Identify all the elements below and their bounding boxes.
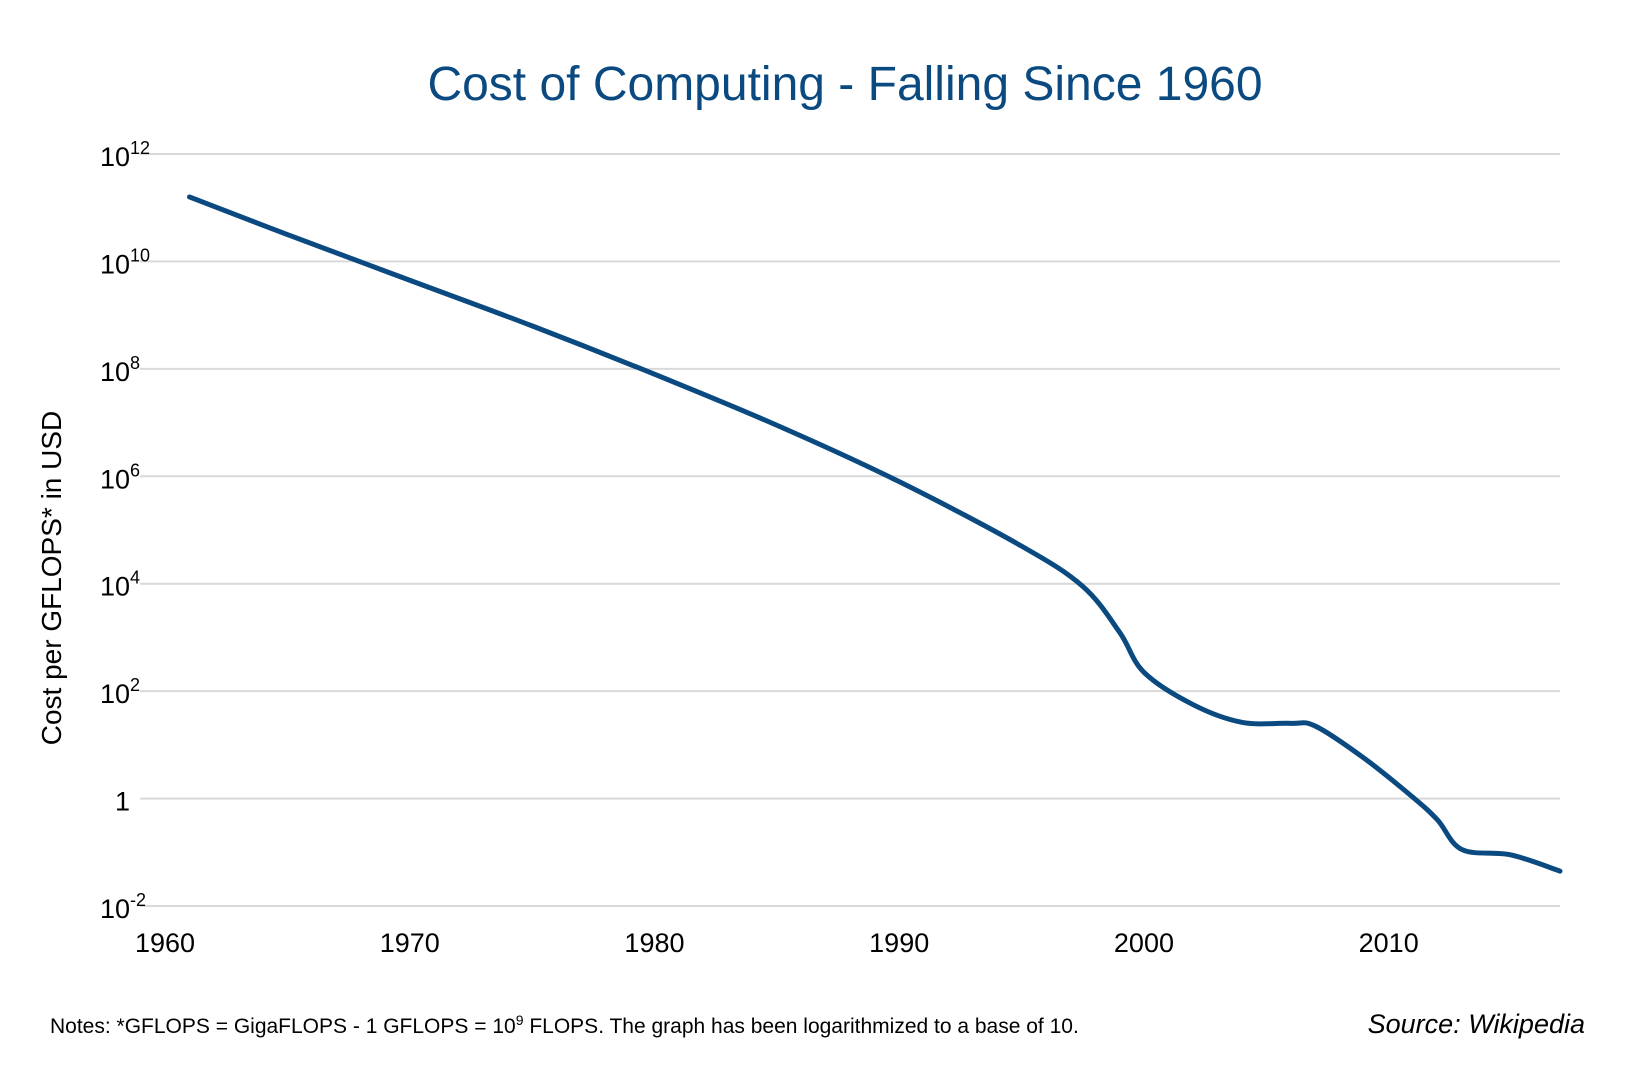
x-tick-label: 1980 <box>624 928 684 958</box>
footnote-exponent: 9 <box>515 1012 524 1028</box>
x-tick-label: 1990 <box>869 928 929 958</box>
footnote-suffix: FLOPS. The graph has been logarithmized … <box>523 1015 1079 1038</box>
series-line <box>186 194 1563 874</box>
y-tick-label: 102 <box>100 675 140 709</box>
y-tick-label: 1 <box>115 787 130 817</box>
footnote: Notes: *GFLOPS = GigaFLOPS - 1 GFLOPS = … <box>50 1012 1079 1039</box>
chart-title: Cost of Computing - Falling Since 1960 <box>427 58 1262 111</box>
x-tick-label: 2010 <box>1359 928 1419 958</box>
y-tick-label: 1010 <box>100 245 150 279</box>
y-tick-label: 108 <box>100 353 140 387</box>
y-axis-label: Cost per GFLOPS* in USD <box>36 411 67 746</box>
y-tick-label: 10-2 <box>100 890 146 924</box>
y-tick-label: 104 <box>100 568 140 602</box>
x-tick-label: 2000 <box>1114 928 1174 958</box>
y-tick-label: 1012 <box>100 138 150 172</box>
source-label: Source: Wikipedia <box>1367 1009 1585 1039</box>
x-tick-label: 1960 <box>135 928 195 958</box>
footnote-prefix: Notes: *GFLOPS = GigaFLOPS - 1 GFLOPS = … <box>50 1015 516 1038</box>
x-axis-ticks: 1960 1970 1980 1990 2000 2010 <box>135 928 1419 958</box>
y-tick-label: 106 <box>100 460 140 494</box>
grid-layer <box>140 153 1560 907</box>
y-axis-ticks: 1012 1010 108 106 104 102 1 10-2 <box>100 138 150 924</box>
x-tick-label: 1970 <box>380 928 440 958</box>
